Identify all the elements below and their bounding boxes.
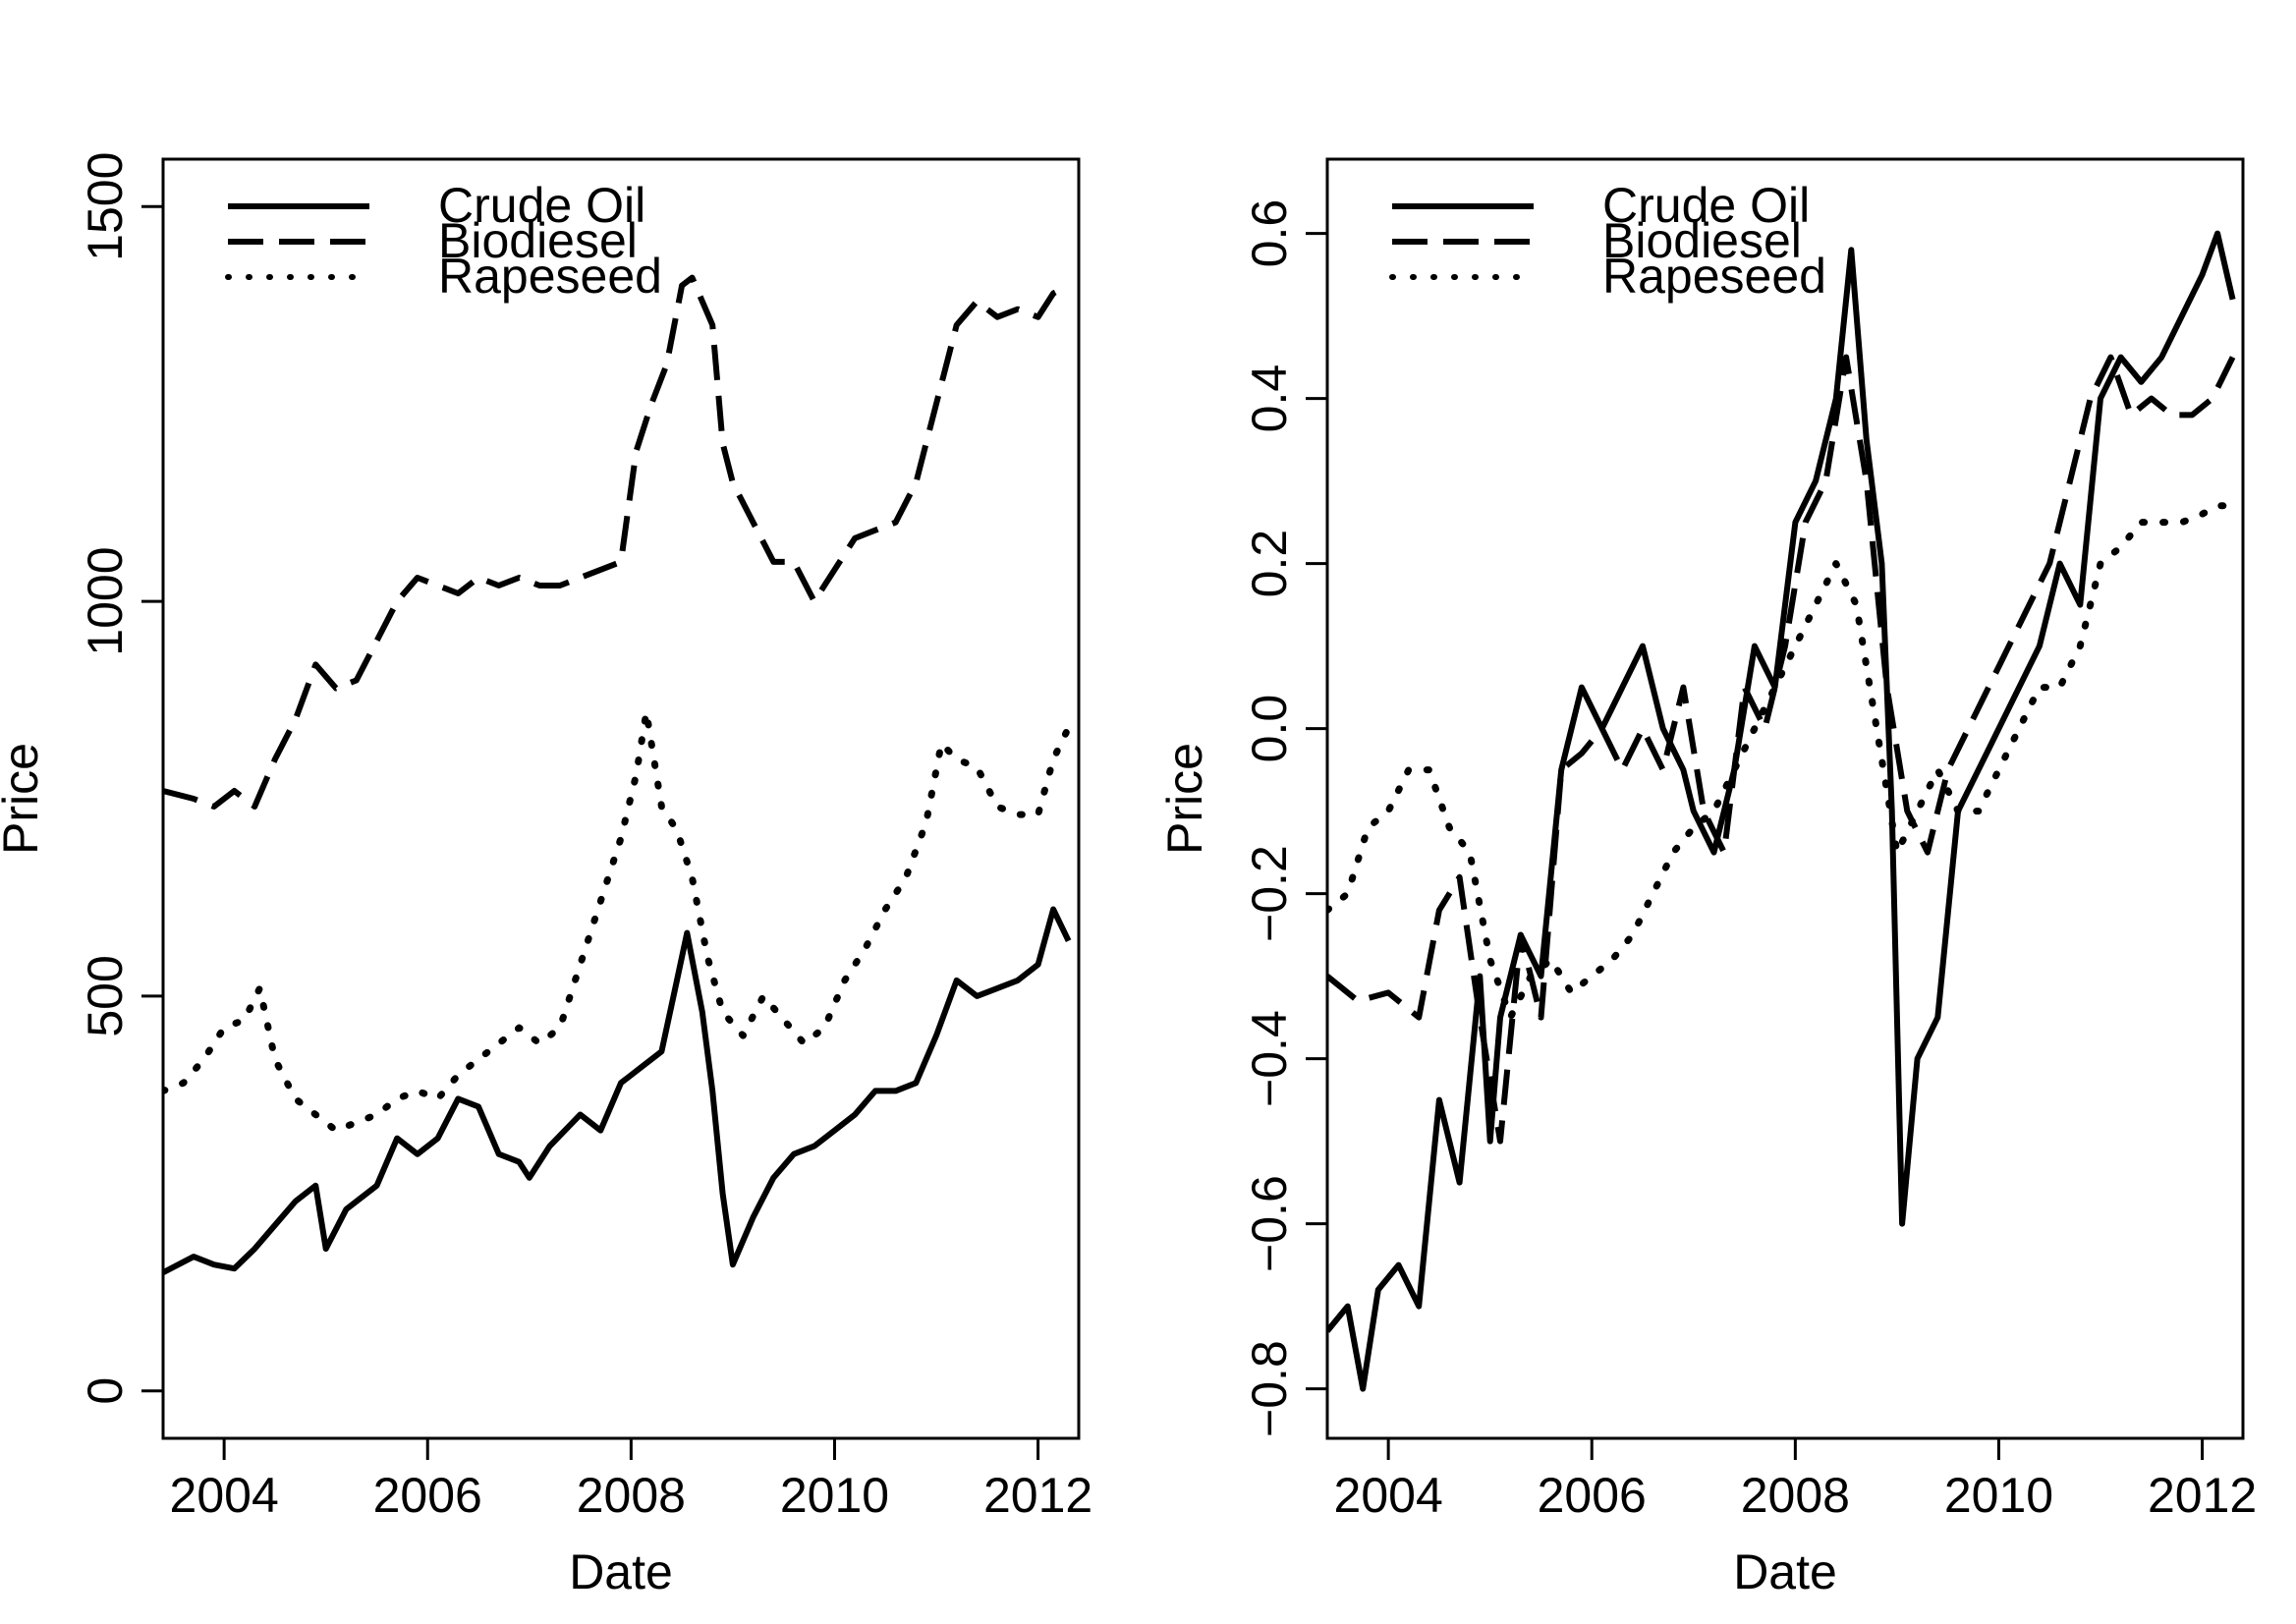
series-line-rapeseed bbox=[163, 708, 1073, 1135]
x-tick-label: 2012 bbox=[2148, 1468, 2257, 1523]
legend-label: Crude Oil bbox=[438, 178, 645, 233]
series-line-biodiesel bbox=[1327, 354, 2236, 1145]
y-tick-label: 0.2 bbox=[1242, 530, 1297, 598]
x-tick-label: 2006 bbox=[373, 1468, 482, 1523]
x-tick-label: 2010 bbox=[1944, 1468, 2053, 1523]
series-line-biodiesel bbox=[163, 274, 1070, 810]
x-axis-label: Date bbox=[569, 1544, 673, 1599]
y-tick-label: 0.0 bbox=[1242, 695, 1297, 763]
y-tick-label: 0.4 bbox=[1242, 364, 1297, 433]
series-group bbox=[1327, 230, 2237, 1392]
y-axis-label: Price bbox=[1157, 743, 1212, 855]
legend-label: Biodiesel bbox=[438, 213, 638, 268]
series-line-crude-oil bbox=[1327, 230, 2236, 1392]
y-tick-label: 1000 bbox=[78, 546, 133, 655]
x-axis-label: Date bbox=[1733, 1544, 1837, 1599]
y-tick-label: −0.2 bbox=[1242, 845, 1297, 942]
y-tick-label: −0.6 bbox=[1242, 1175, 1297, 1272]
series-line-crude-oil bbox=[163, 906, 1072, 1275]
x-tick-label: 2004 bbox=[1334, 1468, 1443, 1523]
x-tick-label: 2012 bbox=[983, 1468, 1092, 1523]
plot-frame bbox=[161, 157, 1081, 1440]
y-tick-label: 0 bbox=[78, 1377, 133, 1405]
legend-label: Crude Oil bbox=[1602, 178, 1810, 233]
y-tick-label: 0.6 bbox=[1242, 199, 1297, 268]
y-axis-label: Price bbox=[0, 743, 48, 855]
x-tick-label: 2006 bbox=[1538, 1468, 1647, 1523]
legend-label: Rapeseed bbox=[438, 249, 662, 304]
x-tick-label: 2008 bbox=[1741, 1468, 1850, 1523]
x-tick-label: 2010 bbox=[780, 1468, 889, 1523]
x-tick-label: 2004 bbox=[170, 1468, 279, 1523]
plot-frame bbox=[1325, 157, 2245, 1440]
x-tick-label: 2008 bbox=[577, 1468, 686, 1523]
y-tick-label: −0.8 bbox=[1242, 1340, 1297, 1437]
series-group bbox=[163, 274, 1073, 1275]
y-tick-label: 1500 bbox=[78, 152, 133, 261]
legend-label: Rapeseed bbox=[1602, 249, 1826, 304]
series-line-rapeseed bbox=[1327, 502, 2237, 1022]
right-panel: 2004 2006 2008 2010 2012 −0.8 −0.6 −0.4 −0.2 0.0 0… bbox=[1157, 157, 2257, 1599]
y-tick-label: 500 bbox=[78, 955, 133, 1036]
y-tick-label: −0.4 bbox=[1242, 1010, 1297, 1107]
legend-label: Biodiesel bbox=[1602, 213, 1802, 268]
left-panel: 2004 2006 2008 2010 2012 0 500 1000 1500 Date Pric… bbox=[0, 152, 1092, 1599]
